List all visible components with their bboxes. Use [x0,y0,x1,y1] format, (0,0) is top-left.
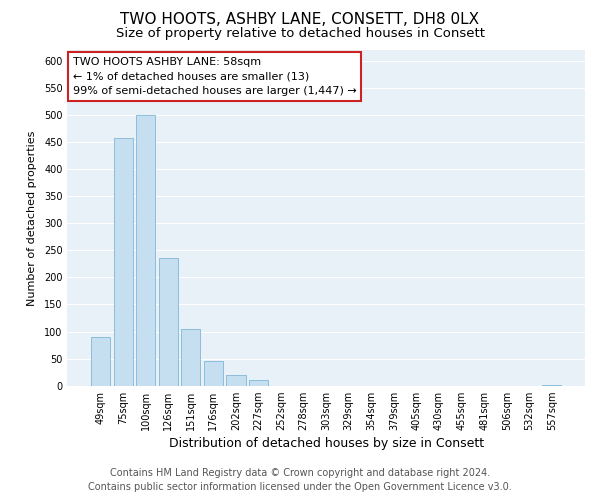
Bar [542,384,562,386]
Text: Contains HM Land Registry data © Crown copyright and database right 2024.
Contai: Contains HM Land Registry data © Crown c… [88,468,512,492]
Bar [226,375,245,386]
Bar [249,380,268,386]
Y-axis label: Number of detached properties: Number of detached properties [27,130,37,306]
Bar [181,329,200,386]
Text: Size of property relative to detached houses in Consett: Size of property relative to detached ho… [115,28,485,40]
Bar [136,115,155,386]
Bar [204,362,223,386]
Bar [158,258,178,386]
Bar [113,138,133,386]
Bar [91,337,110,386]
Text: TWO HOOTS, ASHBY LANE, CONSETT, DH8 0LX: TWO HOOTS, ASHBY LANE, CONSETT, DH8 0LX [121,12,479,28]
X-axis label: Distribution of detached houses by size in Consett: Distribution of detached houses by size … [169,437,484,450]
Text: TWO HOOTS ASHBY LANE: 58sqm
← 1% of detached houses are smaller (13)
99% of semi: TWO HOOTS ASHBY LANE: 58sqm ← 1% of deta… [73,56,356,96]
